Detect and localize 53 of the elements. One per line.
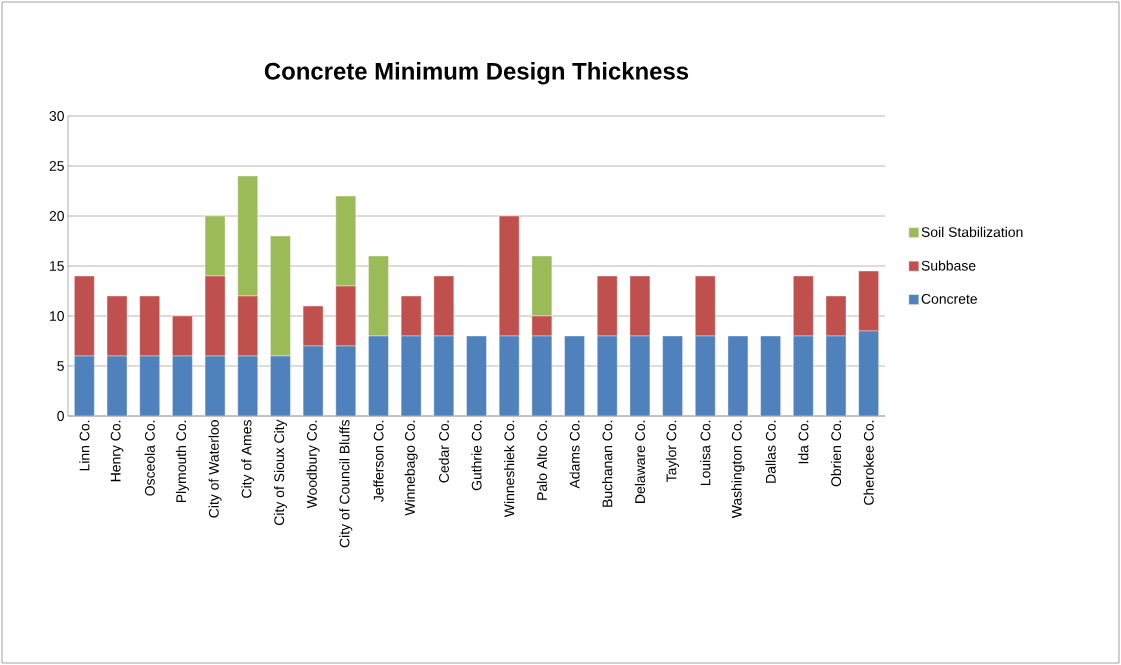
bar xyxy=(237,355,258,416)
y-tick-label: 20 xyxy=(49,211,64,221)
bar xyxy=(564,335,585,416)
x-tick-label: Woodbury Co. xyxy=(306,420,320,509)
x-tick-label: Cedar Co. xyxy=(438,420,449,483)
bar xyxy=(793,335,814,416)
x-tick-label: Winnebago Co. xyxy=(404,420,418,516)
y-tick-label: 15 xyxy=(50,261,64,271)
x-tick-label: Taylor Co. xyxy=(666,420,680,482)
bar xyxy=(172,355,193,416)
bar xyxy=(695,335,716,416)
x-tick-label: Guthrie Co. xyxy=(471,420,482,491)
x-tick-label: Osceola Co. xyxy=(144,420,155,496)
y-tick-label: 0 xyxy=(57,411,64,421)
bar xyxy=(270,355,291,416)
x-tick-label: City of Sioux City xyxy=(273,419,287,525)
bar xyxy=(466,335,487,416)
x-tick-label: Dallas Co. xyxy=(765,420,776,483)
legend-label: Concrete xyxy=(921,293,977,304)
x-tick-label: City of Council Bluffs xyxy=(339,420,353,548)
y-tick-label: 5 xyxy=(57,361,64,371)
legend-label: Subbase xyxy=(921,260,976,271)
y-tick-label: 30 xyxy=(49,111,64,121)
bar xyxy=(858,330,879,416)
x-tick-label: City of Ames xyxy=(241,420,255,498)
y-tick-label: 10 xyxy=(50,311,64,321)
x-tick-label: Buchanan Co. xyxy=(602,420,613,507)
bar xyxy=(74,355,95,416)
bar xyxy=(335,345,356,416)
bar xyxy=(662,335,683,416)
x-tick-label: Palo Alto Co. xyxy=(536,420,547,500)
y-tick-label: 25 xyxy=(49,161,64,171)
x-tick-label: Henry Co. xyxy=(110,420,124,482)
bar xyxy=(597,335,618,416)
x-tick-label: Plymouth Co. xyxy=(175,420,189,503)
chart-title: Concrete Minimum Design Thickness xyxy=(264,62,689,85)
bar xyxy=(139,355,160,416)
bar xyxy=(433,335,455,416)
x-tick-label: Ida Co. xyxy=(798,420,809,464)
x-tick-label: Washington Co. xyxy=(731,420,745,519)
x-tick-label: Adams Co. xyxy=(569,420,580,489)
x-tick-label: City of Waterloo xyxy=(208,420,222,518)
bar xyxy=(498,335,520,416)
bar xyxy=(368,335,389,416)
x-tick-label: Linn Co. xyxy=(79,420,90,471)
legend-label: Soil Stabilization xyxy=(921,226,1023,238)
x-tick-label: Winneshiek Co. xyxy=(504,420,515,518)
bar xyxy=(760,335,781,416)
x-tick-label: Jefferson Co. xyxy=(373,420,384,502)
x-tick-label: Delaware Co. xyxy=(634,420,646,503)
x-tick-label: Cherokee Co. xyxy=(863,420,874,505)
x-tick-label: Louisa Co. xyxy=(700,420,711,486)
x-tick-label: Obrien Co. xyxy=(830,420,842,487)
